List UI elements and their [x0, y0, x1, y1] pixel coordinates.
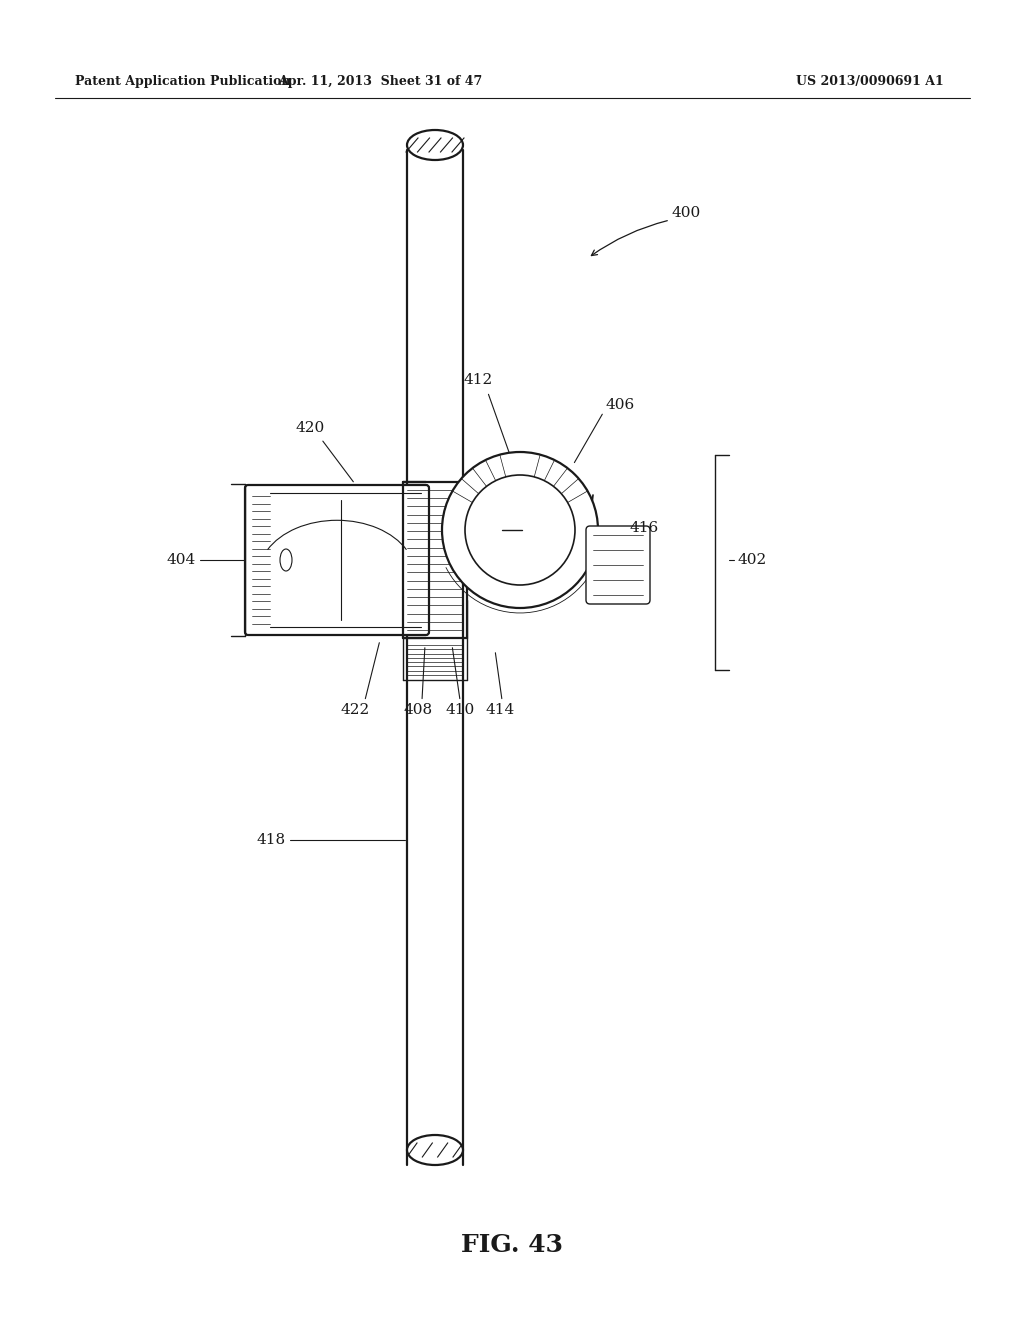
Text: 410: 410 — [445, 704, 475, 717]
Ellipse shape — [280, 549, 292, 572]
Text: 406: 406 — [605, 399, 634, 412]
Circle shape — [442, 451, 598, 609]
Text: 404: 404 — [167, 553, 196, 568]
Text: 400: 400 — [672, 206, 701, 220]
Text: 408: 408 — [403, 704, 432, 717]
Text: FIG. 43: FIG. 43 — [461, 1233, 563, 1257]
Text: 416: 416 — [630, 521, 659, 535]
Text: 412: 412 — [464, 374, 493, 387]
FancyBboxPatch shape — [245, 484, 429, 635]
Ellipse shape — [407, 129, 463, 160]
Bar — [248, 488, 426, 632]
Text: US 2013/0090691 A1: US 2013/0090691 A1 — [796, 75, 944, 88]
Text: 418: 418 — [257, 833, 286, 847]
Text: 422: 422 — [340, 704, 370, 717]
Text: 420: 420 — [295, 421, 325, 436]
Text: Patent Application Publication: Patent Application Publication — [75, 75, 291, 88]
Text: 402: 402 — [737, 553, 766, 568]
Ellipse shape — [587, 527, 649, 603]
FancyBboxPatch shape — [586, 525, 650, 605]
Circle shape — [465, 475, 575, 585]
Ellipse shape — [407, 1135, 463, 1166]
Text: Apr. 11, 2013  Sheet 31 of 47: Apr. 11, 2013 Sheet 31 of 47 — [278, 75, 482, 88]
Text: 414: 414 — [485, 704, 515, 717]
